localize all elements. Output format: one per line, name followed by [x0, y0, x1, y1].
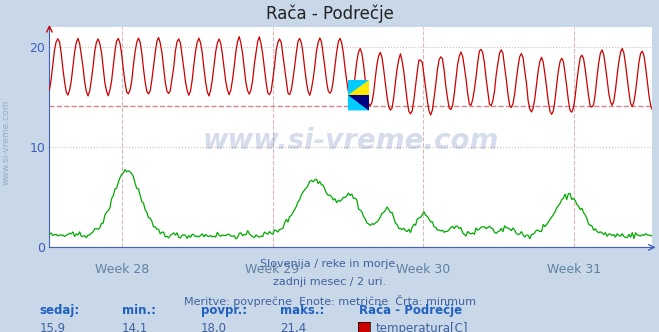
Text: min.:: min.:: [122, 304, 156, 317]
Text: Week 30: Week 30: [396, 263, 450, 276]
Text: Slovenija / reke in morje.: Slovenija / reke in morje.: [260, 259, 399, 269]
Text: 18,0: 18,0: [201, 322, 227, 332]
Text: Week 31: Week 31: [547, 263, 601, 276]
Text: temperatura[C]: temperatura[C]: [376, 322, 468, 332]
Polygon shape: [348, 80, 369, 95]
Bar: [348, 95, 358, 111]
Text: 21,4: 21,4: [280, 322, 306, 332]
Polygon shape: [348, 95, 369, 111]
Text: 14,1: 14,1: [122, 322, 148, 332]
Text: zadnji mesec / 2 uri.: zadnji mesec / 2 uri.: [273, 277, 386, 287]
Bar: [358, 95, 369, 111]
Text: maks.:: maks.:: [280, 304, 324, 317]
Text: sedaj:: sedaj:: [40, 304, 80, 317]
Text: www.si-vreme.com: www.si-vreme.com: [1, 100, 11, 186]
Polygon shape: [348, 95, 369, 111]
Text: 15,9: 15,9: [40, 322, 66, 332]
Text: Rača - Podrečje: Rača - Podrečje: [359, 304, 462, 317]
Text: www.si-vreme.com: www.si-vreme.com: [203, 127, 499, 155]
Bar: [348, 80, 369, 95]
Text: Week 29: Week 29: [245, 263, 300, 276]
Text: Rača - Podrečje: Rača - Podrečje: [266, 5, 393, 24]
Text: Meritve: povprečne  Enote: metrične  Črta: minmum: Meritve: povprečne Enote: metrične Črta:…: [183, 295, 476, 307]
Text: Week 28: Week 28: [95, 263, 149, 276]
Text: povpr.:: povpr.:: [201, 304, 247, 317]
Polygon shape: [348, 80, 369, 95]
